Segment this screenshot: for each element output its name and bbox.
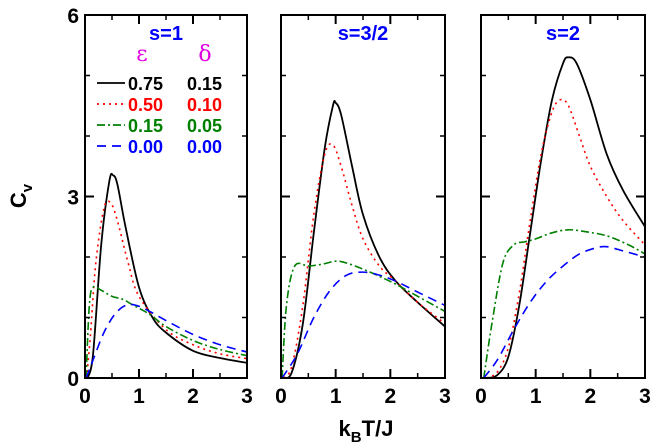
legend-header-epsilon: ε xyxy=(136,42,147,67)
x-axis-label-main: k xyxy=(339,416,352,441)
x-tick-label: 2 xyxy=(384,385,396,408)
y-tick-label: 3 xyxy=(67,187,79,210)
panel-frame xyxy=(280,14,446,379)
panel-series-group xyxy=(85,172,247,378)
series-line-eps-0.75-delta-0.15 xyxy=(486,56,645,378)
y-axis-label-sub: v xyxy=(19,183,36,192)
panel-frame xyxy=(480,14,646,379)
panel-title: s=2 xyxy=(546,23,580,45)
series-line-eps-0.50-delta-0.10 xyxy=(283,143,445,378)
legend-epsilon-value: 0.75 xyxy=(128,74,163,94)
x-tick-label: 0 xyxy=(275,385,287,408)
legend-header-delta: δ xyxy=(198,42,211,67)
x-axis-label-rest: T/J xyxy=(362,416,394,441)
series-line-eps-0.50-delta-0.10 xyxy=(85,200,247,378)
legend-delta-value: 0.10 xyxy=(187,95,222,115)
panel-title: s=3/2 xyxy=(338,23,389,45)
panel-title: s=1 xyxy=(149,23,183,45)
panel-2: 0 1 2 3 s=3/2 xyxy=(275,14,451,408)
series-line-eps-0.15-delta-0.05 xyxy=(482,228,645,378)
x-tick-label: 2 xyxy=(584,385,596,408)
y-axis-label-main: C xyxy=(6,192,31,208)
x-tick-label: 3 xyxy=(639,385,651,408)
x-tick-label: 3 xyxy=(439,385,451,408)
y-axis-label: Cv xyxy=(6,183,36,208)
x-tick-label: 0 xyxy=(475,385,487,408)
legend-epsilon-value: 0.15 xyxy=(128,116,163,136)
x-tick-label: 2 xyxy=(187,385,199,408)
x-tick-label: 0 xyxy=(79,385,91,408)
series-line-eps-0.75-delta-0.15 xyxy=(86,172,247,378)
x-axis-label-sub: B xyxy=(351,429,362,442)
series-line-eps-0.00-delta-0.00 xyxy=(281,271,445,378)
y-tick-label: 6 xyxy=(67,5,79,28)
y-tick-label: 0 xyxy=(67,368,79,391)
x-tick-label: 3 xyxy=(241,385,253,408)
legend-delta-value: 0.05 xyxy=(187,116,222,136)
x-tick-label: 1 xyxy=(330,385,342,408)
legend-delta-value: 0.15 xyxy=(187,74,222,94)
series-line-eps-0.75-delta-0.15 xyxy=(283,99,445,378)
x-tick-label: 1 xyxy=(133,385,145,408)
panel-frame xyxy=(84,14,248,379)
panel-series-group xyxy=(482,56,645,378)
legend: ε δ0.75 0.150.50 0.100.15 0.050.00 0.00 xyxy=(97,42,222,157)
x-tick-label: 1 xyxy=(530,385,542,408)
x-axis-label: kBT/J xyxy=(339,416,394,442)
series-line-eps-0.15-delta-0.05 xyxy=(281,260,445,378)
series-line-eps-0.15-delta-0.05 xyxy=(85,285,247,378)
legend-delta-value: 0.00 xyxy=(187,137,222,157)
panel-series-group xyxy=(281,99,445,378)
legend-epsilon-value: 0.50 xyxy=(128,95,163,115)
panel-1: 0 1 2 3 0 3 6 s=1 xyxy=(67,5,253,408)
series-line-eps-0.00-delta-0.00 xyxy=(483,245,645,378)
panel-3: 0 1 2 3 s=2 xyxy=(475,14,651,408)
legend-epsilon-value: 0.00 xyxy=(128,137,163,157)
series-line-eps-0.00-delta-0.00 xyxy=(85,303,247,378)
